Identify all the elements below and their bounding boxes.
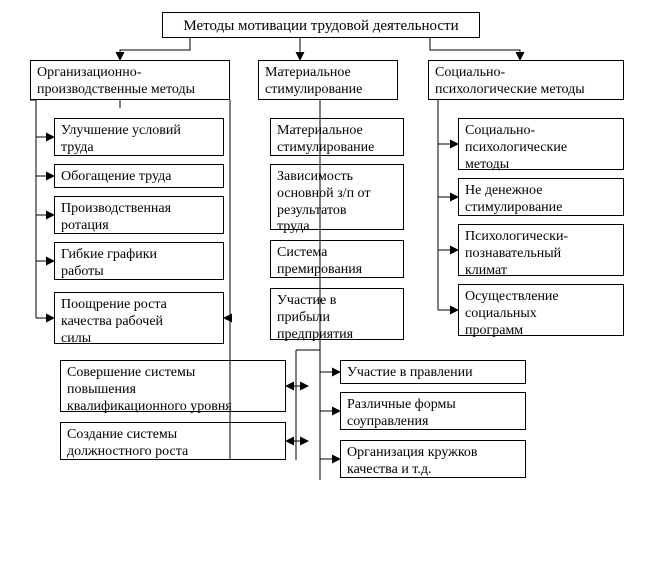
col1-header: Организационно-производственные методы — [30, 60, 230, 100]
c2-node-2-text: Зависимостьосновной з/п отрезультатовтру… — [277, 169, 371, 234]
c3-node-1-text: Социально-психологическиеметоды — [465, 123, 567, 172]
c2-node-1-text: Материальноестимулирование — [277, 123, 374, 155]
col3-header-text: Социально-психологические методы — [435, 65, 585, 97]
col2-header: Материальноестимулирование — [258, 60, 398, 100]
c3-node-2-text: Не денежноестимулирование — [465, 183, 562, 215]
c2-node-4-text: Участие вприбылипредприятия — [277, 293, 353, 342]
c3-node-1: Социально-психологическиеметоды — [458, 118, 624, 170]
c2-node-4: Участие вприбылипредприятия — [270, 288, 404, 340]
c1-node-1: Улучшение условийтруда — [54, 118, 224, 156]
c3-node-3: Психологически-познавательныйклимат — [458, 224, 624, 276]
bottom-right-3-text: Организация кружковкачества и т.д. — [347, 445, 478, 477]
c2-node-2: Зависимостьосновной з/п отрезультатовтру… — [270, 164, 404, 230]
c1-node-1-text: Улучшение условийтруда — [61, 123, 181, 155]
c3-node-3-text: Психологически-познавательныйклимат — [465, 229, 568, 278]
c1-node-3: Производственнаяротация — [54, 196, 224, 234]
bottom-right-2: Различные формысоуправления — [340, 392, 526, 430]
c1-node-4-text: Гибкие графикиработы — [61, 247, 157, 279]
c3-node-4: Осуществлениесоциальныхпрограмм — [458, 284, 624, 336]
c2-node-3-text: Системапремирования — [277, 245, 362, 277]
col1-header-text: Организационно-производственные методы — [37, 65, 195, 97]
c1-node-2-text: Обогащение труда — [61, 169, 171, 184]
c1-node-3-text: Производственнаяротация — [61, 201, 171, 233]
c3-node-4-text: Осуществлениесоциальныхпрограмм — [465, 289, 559, 338]
c1-node-4: Гибкие графикиработы — [54, 242, 224, 280]
bottom-right-1: Участие в правлении — [340, 360, 526, 384]
c1-node-5: Поощрение ростакачества рабочейсилы — [54, 292, 224, 344]
c1-node-5-text: Поощрение ростакачества рабочейсилы — [61, 297, 167, 346]
c3-node-2: Не денежноестимулирование — [458, 178, 624, 216]
title-node: Методы мотивации трудовой деятельности — [162, 12, 480, 38]
bottom-left-1-text: Совершение системыповышенияквалификацион… — [67, 365, 232, 414]
c1-node-2: Обогащение труда — [54, 164, 224, 188]
diagram-stage: Методы мотивации трудовой деятельности О… — [0, 0, 648, 575]
bottom-right-1-text: Участие в правлении — [347, 365, 473, 380]
c2-node-3: Системапремирования — [270, 240, 404, 278]
bottom-right-3: Организация кружковкачества и т.д. — [340, 440, 526, 478]
bottom-left-2-text: Создание системыдолжностного роста — [67, 427, 188, 459]
c2-node-1: Материальноестимулирование — [270, 118, 404, 156]
bottom-right-2-text: Различные формысоуправления — [347, 397, 456, 429]
col2-header-text: Материальноестимулирование — [265, 65, 362, 97]
bottom-left-2: Создание системыдолжностного роста — [60, 422, 286, 460]
col3-header: Социально-психологические методы — [428, 60, 624, 100]
bottom-left-1: Совершение системыповышенияквалификацион… — [60, 360, 286, 412]
title-text: Методы мотивации трудовой деятельности — [183, 18, 458, 34]
